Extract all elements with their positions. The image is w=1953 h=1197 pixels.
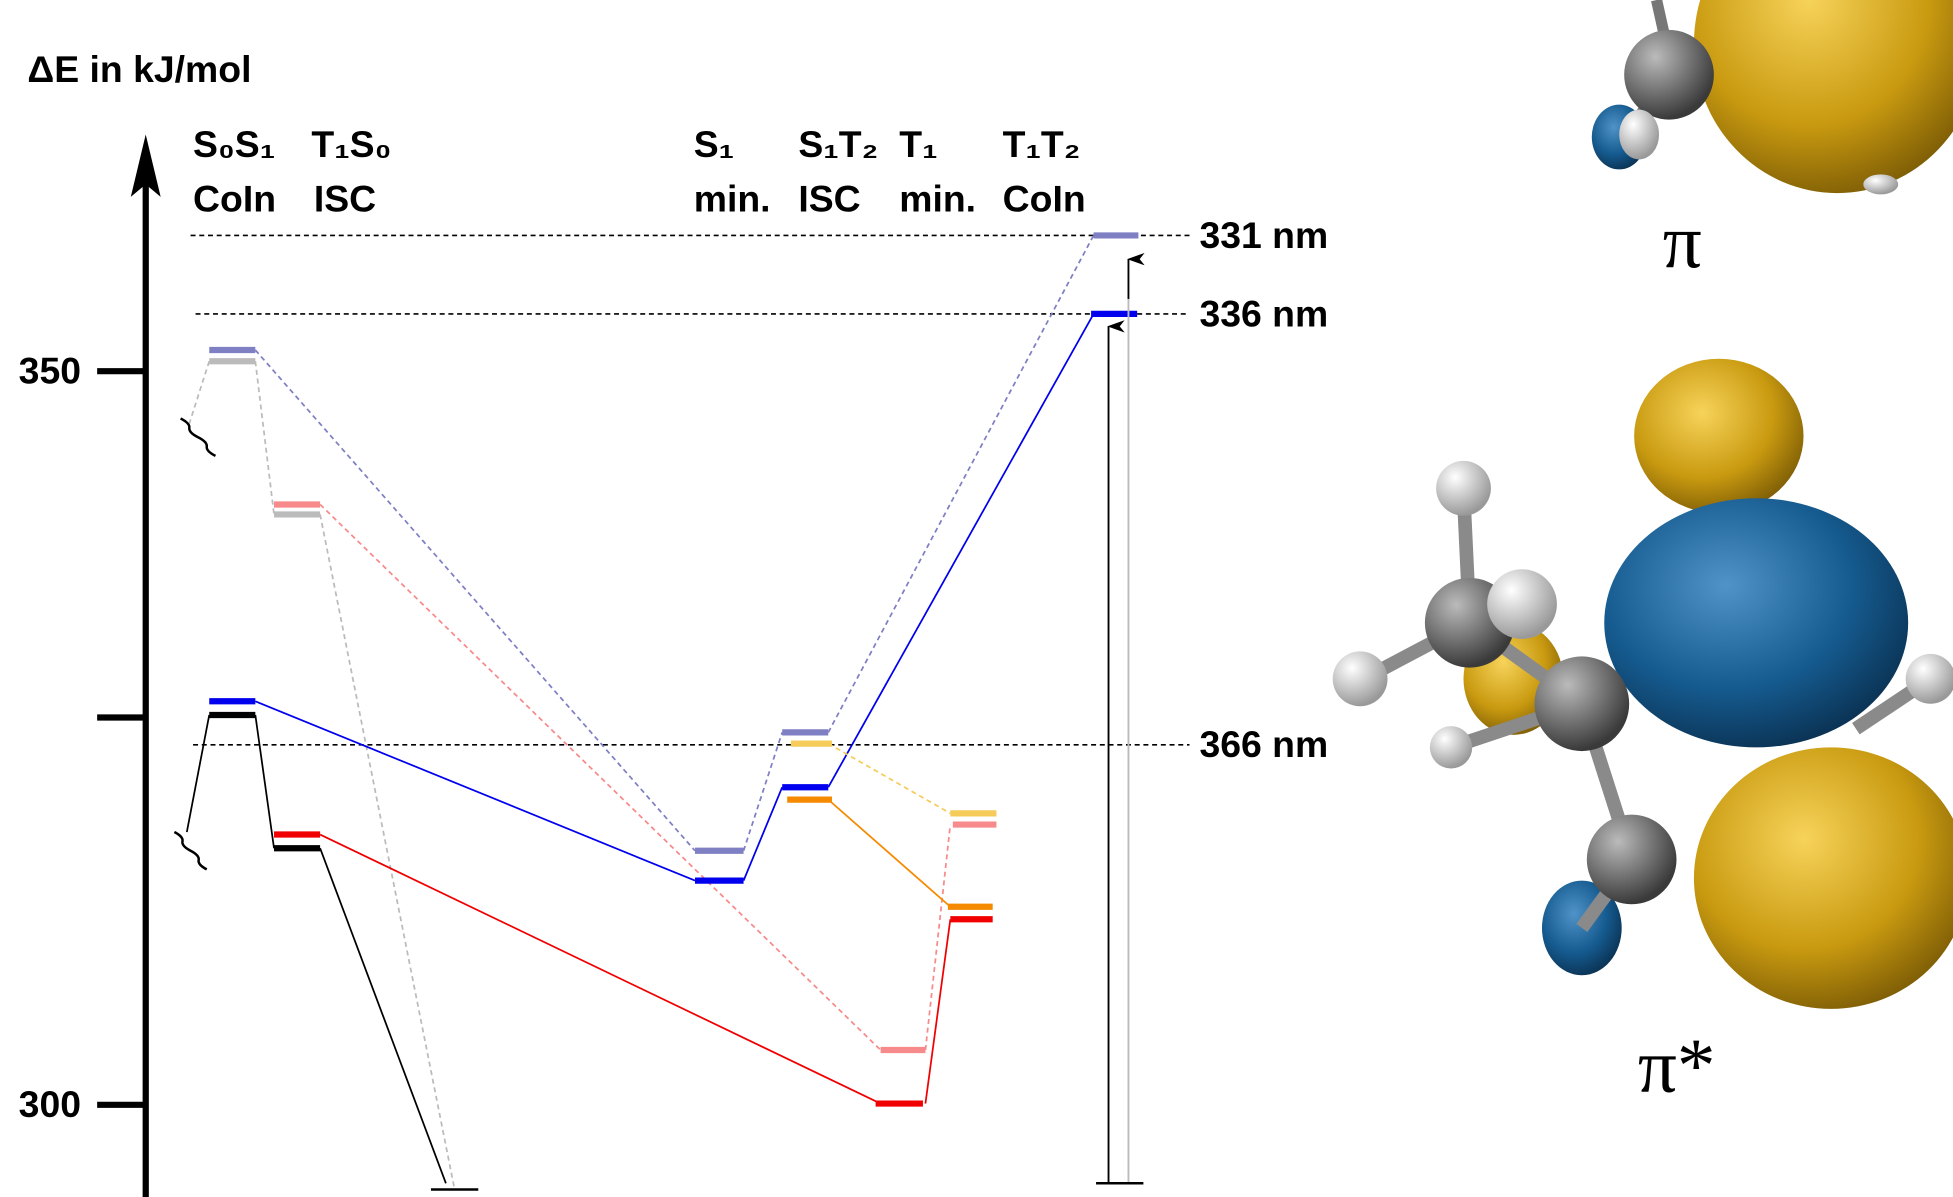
orbital-pi: [1592, 0, 1953, 194]
kind-label: ISC: [798, 178, 860, 220]
tick-label: 300: [19, 1083, 81, 1125]
connector: [828, 744, 950, 814]
axis-title: ΔE in kJ/mol: [27, 48, 251, 90]
wavelength-label: 331 nm: [1199, 214, 1328, 256]
connector: [255, 715, 274, 848]
state-label: S₁T₂: [798, 123, 878, 165]
connector: [255, 361, 274, 514]
wavelength-label: 336 nm: [1199, 292, 1328, 334]
state-label: S₁: [694, 123, 734, 165]
kind-label: CoIn: [193, 178, 276, 220]
orbital-label: π: [1663, 198, 1702, 284]
connector: [828, 800, 950, 907]
connector: [187, 715, 209, 832]
kind-label: min.: [899, 178, 976, 220]
energy-diagram: ΔE in kJ/mol 350 300 S₀S₁ CoIn T₁S₀ ISC …: [0, 0, 1953, 1197]
connector: [255, 350, 695, 851]
connector: [320, 848, 446, 1183]
state-label: S₀S₁: [193, 123, 275, 165]
state-label: T₁S₀: [311, 123, 391, 165]
wavelength-label: 366 nm: [1199, 723, 1328, 765]
kind-label: CoIn: [1003, 178, 1086, 220]
state-label: T₁T₂: [1003, 123, 1081, 165]
orbital-pi-star: [1333, 359, 1953, 1009]
kind-label: min.: [694, 178, 771, 220]
break-mark: [174, 832, 206, 869]
break-mark: [181, 419, 216, 456]
tick-label: 350: [19, 350, 81, 392]
connector: [828, 235, 1093, 732]
connector: [189, 361, 209, 423]
kind-label: ISC: [314, 178, 376, 220]
connector: [828, 314, 1093, 787]
state-label: T₁: [899, 123, 937, 165]
orbital-label: π*: [1638, 1022, 1716, 1108]
